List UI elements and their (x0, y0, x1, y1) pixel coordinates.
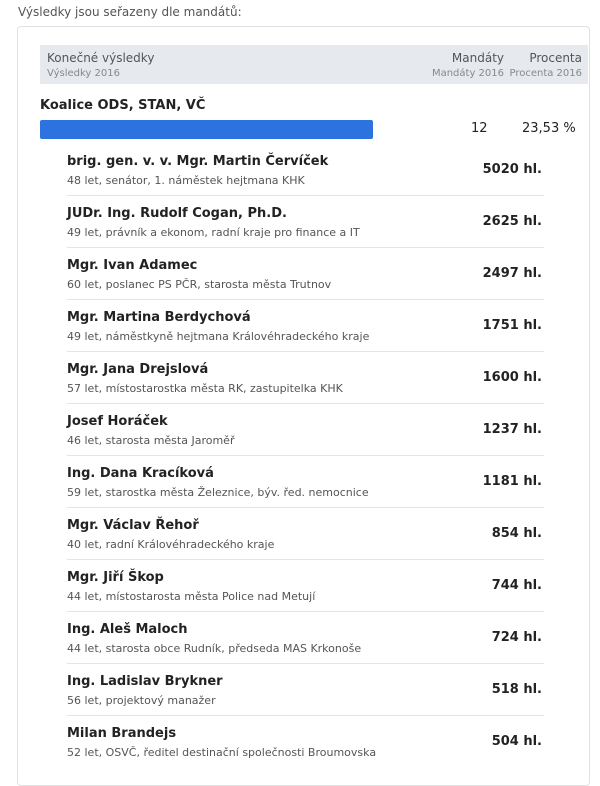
candidate-description: 40 let, radní Královéhradeckého kraje (67, 538, 275, 551)
candidate-description: 46 let, starosta města Jaroměř (67, 434, 235, 447)
candidate-name: brig. gen. v. v. Mgr. Martin Červíček (67, 154, 329, 169)
candidate-votes: 1600 hl. (482, 370, 542, 385)
candidate-votes: 854 hl. (491, 526, 542, 541)
header-col-main-sub: Výsledky 2016 (47, 68, 120, 79)
candidate-row: Josef Horáček 46 let, starosta města Jar… (67, 404, 544, 456)
candidate-row: Ing. Ladislav Brykner 56 let, projektový… (67, 664, 544, 716)
candidate-votes: 744 hl. (491, 578, 542, 593)
candidate-row: Milan Brandejs 52 let, OSVČ, ředitel des… (67, 716, 544, 767)
candidate-name: Mgr. Martina Berdychová (67, 310, 251, 325)
candidate-row: brig. gen. v. v. Mgr. Martin Červíček 48… (67, 144, 544, 196)
candidate-name: Josef Horáček (67, 414, 168, 429)
candidate-row: Mgr. Václav Řehoř 40 let, radní Královéh… (67, 508, 544, 560)
party-percent: 23,53 % (522, 121, 576, 136)
candidate-row: Ing. Aleš Maloch 44 let, starosta obce R… (67, 612, 544, 664)
candidate-row: Mgr. Jiří Škop 44 let, místostarosta měs… (67, 560, 544, 612)
header-col-seats: Mandáty (451, 51, 504, 65)
header-col-pct: Procenta (529, 51, 582, 65)
header-col-main: Konečné výsledky (47, 51, 155, 65)
candidate-name: JUDr. Ing. Rudolf Cogan, Ph.D. (67, 206, 287, 221)
candidate-votes: 2497 hl. (482, 266, 542, 281)
candidate-name: Mgr. Jana Drejslová (67, 362, 209, 377)
candidate-name: Mgr. Václav Řehoř (67, 518, 199, 533)
candidate-votes: 504 hl. (491, 734, 542, 749)
header-col-seats-sub: Mandáty 2016 (431, 68, 504, 79)
results-header: Konečné výsledky Výsledky 2016 Mandáty M… (40, 45, 588, 84)
candidate-name: Mgr. Jiří Škop (67, 570, 164, 585)
candidate-name: Ing. Dana Kracíková (67, 466, 214, 481)
candidate-votes: 1237 hl. (482, 422, 542, 437)
candidate-votes: 518 hl. (491, 682, 542, 697)
candidate-description: 56 let, projektový manažer (67, 694, 216, 707)
party-result-bar (40, 120, 373, 139)
candidate-row: JUDr. Ing. Rudolf Cogan, Ph.D. 49 let, p… (67, 196, 544, 248)
candidate-description: 52 let, OSVČ, ředitel destinační společn… (67, 746, 377, 759)
header-col-pct-sub: Procenta 2016 (509, 68, 582, 79)
candidate-row: Mgr. Jana Drejslová 57 let, místostarost… (67, 352, 544, 404)
party-name: Koalice ODS, STAN, VČ (40, 98, 206, 113)
candidate-votes: 5020 hl. (482, 162, 542, 177)
candidate-description: 57 let, místostarostka města RK, zastupi… (67, 382, 343, 395)
candidate-votes: 2625 hl. (482, 214, 542, 229)
candidate-votes: 1181 hl. (482, 474, 542, 489)
candidate-name: Milan Brandejs (67, 726, 177, 741)
candidate-description: 60 let, poslanec PS PČR, starosta města … (67, 278, 332, 291)
candidate-description: 49 let, náměstkyně hejtmana Královéhrade… (67, 330, 370, 343)
candidate-description: 59 let, starostka města Železnice, býv. … (67, 486, 369, 499)
candidate-votes: 724 hl. (491, 630, 542, 645)
candidate-description: 44 let, místostarosta města Police nad M… (67, 590, 316, 603)
candidate-name: Mgr. Ivan Adamec (67, 258, 198, 273)
candidate-description: 48 let, senátor, 1. náměstek hejtmana KH… (67, 174, 305, 187)
candidate-row: Ing. Dana Kracíková 59 let, starostka mě… (67, 456, 544, 508)
candidate-row: Mgr. Martina Berdychová 49 let, náměstky… (67, 300, 544, 352)
sort-note: Výsledky jsou seřazeny dle mandátů: (18, 5, 242, 19)
candidate-name: Ing. Ladislav Brykner (67, 674, 223, 689)
candidate-name: Ing. Aleš Maloch (67, 622, 188, 637)
candidate-description: 44 let, starosta obce Rudník, předseda M… (67, 642, 362, 655)
results-panel: Konečné výsledky Výsledky 2016 Mandáty M… (17, 26, 590, 786)
candidate-votes: 1751 hl. (482, 318, 542, 333)
party-seats: 12 (471, 121, 488, 136)
candidate-description: 49 let, právník a ekonom, radní kraje pr… (67, 226, 360, 239)
candidate-list: brig. gen. v. v. Mgr. Martin Červíček 48… (67, 144, 544, 767)
candidate-row: Mgr. Ivan Adamec 60 let, poslanec PS PČR… (67, 248, 544, 300)
